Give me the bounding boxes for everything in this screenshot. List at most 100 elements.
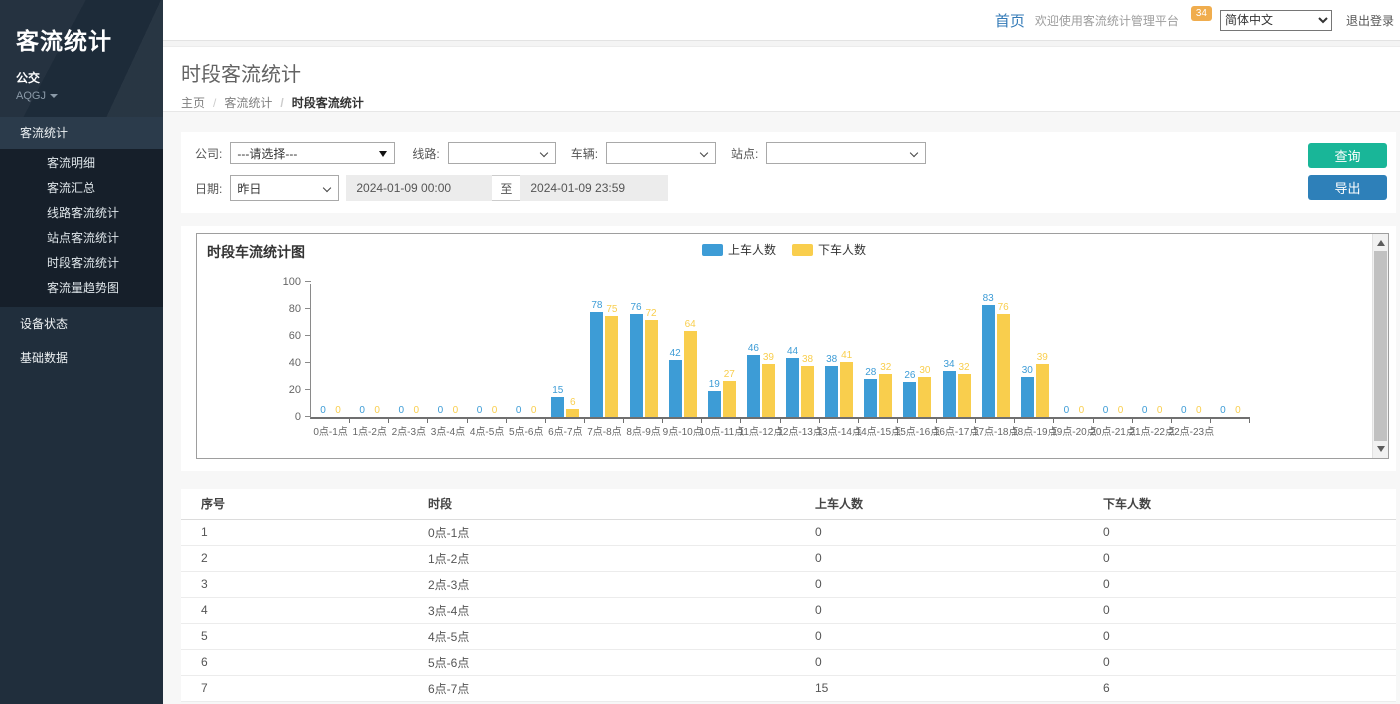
chart-category: 002点-3点 (389, 284, 428, 417)
chart-category: 42649点-10点 (663, 284, 702, 417)
chevron-down-icon (910, 149, 918, 157)
table-cell: 0 (795, 597, 1083, 623)
bar-column: 38 (801, 354, 814, 417)
table-cell: 0 (795, 519, 1083, 545)
bar-column: 6 (566, 397, 579, 417)
filter-buttons: 查询 导出 (1308, 143, 1387, 200)
bar-column: 0 (317, 405, 330, 417)
bar-value-label: 0 (335, 405, 341, 416)
chart-categories: 000点-1点001点-2点002点-3点003点-4点004点-5点005点-… (311, 284, 1250, 417)
bar-column: 0 (332, 405, 345, 417)
scroll-down-icon[interactable] (1377, 446, 1385, 452)
bar-column: 39 (1036, 352, 1049, 417)
company-select-value: ---请选择--- (237, 145, 297, 162)
bar-column: 0 (1192, 405, 1205, 417)
breadcrumb-section[interactable]: 客流统计 (205, 96, 272, 110)
table-cell: 0点-1点 (408, 519, 795, 545)
bar-value-label: 44 (787, 346, 798, 357)
bar (669, 360, 682, 417)
sidebar-item[interactable]: 时段客流统计 (0, 251, 163, 276)
station-select[interactable] (766, 142, 926, 164)
date-from-input[interactable] (346, 175, 492, 201)
date-label: 日期: (195, 180, 222, 197)
bar-column: 83 (982, 293, 995, 417)
company-select[interactable]: ---请选择--- (230, 142, 395, 164)
account-dropdown[interactable]: AQGJ (16, 90, 163, 102)
bar-value-label: 0 (1103, 405, 1109, 416)
breadcrumb-home[interactable]: 主页 (181, 96, 205, 110)
topbar: 首页 欢迎使用客流统计管理平台 34 简体中文 退出登录 (163, 0, 1400, 41)
sidebar-item[interactable]: 线路客流统计 (0, 201, 163, 226)
table-cell: 0 (1083, 545, 1396, 571)
query-button[interactable]: 查询 (1308, 143, 1387, 168)
bar-value-label: 0 (477, 405, 483, 416)
home-link[interactable]: 首页 (995, 10, 1025, 31)
bar-value-label: 72 (646, 308, 657, 319)
page-heading: 时段客流统计 主页客流统计时段客流统计 (163, 47, 1400, 112)
chart-category: 78757点-8点 (585, 284, 624, 417)
bar-value-label: 0 (399, 405, 405, 416)
bar (747, 355, 760, 417)
scroll-up-icon[interactable] (1377, 240, 1385, 246)
sidebar-item[interactable]: 客流明细 (0, 151, 163, 176)
bar-value-label: 39 (1037, 352, 1048, 363)
table-cell: 4 (181, 597, 408, 623)
table-row: 10点-1点00 (181, 519, 1396, 545)
sidebar-section-0[interactable]: 客流统计 (0, 117, 163, 149)
chart-category: 837617点-18点 (976, 284, 1015, 417)
sidebar-logo-area: 客流统计 公交 AQGJ (0, 0, 163, 117)
bar-column: 0 (1075, 405, 1088, 417)
chart-legend: 上车人数 下车人数 (197, 241, 1371, 258)
bar-column: 0 (1099, 405, 1112, 417)
sidebar-item[interactable]: 客流量趋势图 (0, 276, 163, 301)
bar (943, 371, 956, 417)
table-cell: 0 (1083, 571, 1396, 597)
breadcrumb: 主页客流统计时段客流统计 (181, 94, 1382, 111)
bar (786, 358, 799, 417)
logout-link[interactable]: 退出登录 (1346, 12, 1394, 29)
x-axis-label: 5点-6点 (509, 423, 543, 438)
sidebar-item[interactable]: 站点客流统计 (0, 226, 163, 251)
vehicle-select[interactable] (606, 142, 716, 164)
bar (590, 312, 603, 417)
bar-value-label: 78 (591, 300, 602, 311)
chart-category: 303918点-19点 (1015, 284, 1054, 417)
table-header-row: 序号时段上车人数下车人数 (181, 489, 1396, 519)
bar-column: 0 (1114, 405, 1127, 417)
date-to-input[interactable] (520, 175, 668, 201)
legend-item-alighting[interactable]: 下车人数 (792, 241, 866, 258)
language-select[interactable]: 简体中文 (1220, 10, 1332, 31)
bar-column: 0 (1231, 405, 1244, 417)
account-name: AQGJ (16, 90, 46, 102)
chart-category: 003点-4点 (428, 284, 467, 417)
main-area: 首页 欢迎使用客流统计管理平台 34 简体中文 退出登录 时段客流统计 主页客流… (163, 0, 1400, 704)
table-cell: 2点-3点 (408, 571, 795, 597)
legend-item-boarding[interactable]: 上车人数 (702, 241, 776, 258)
date-preset-select[interactable]: 昨日 (230, 175, 339, 201)
bar-value-label: 0 (453, 405, 459, 416)
app-title: 客流统计 (16, 22, 163, 56)
sidebar-section-1[interactable]: 设备状态 (0, 307, 163, 341)
bar-column: 0 (1060, 405, 1073, 417)
table-header-cell: 时段 (408, 489, 795, 519)
table-cell: 7 (181, 675, 408, 701)
chart-category: 005点-6点 (507, 284, 546, 417)
bar-value-label: 0 (531, 405, 537, 416)
bar-value-label: 19 (709, 379, 720, 390)
bar-value-label: 0 (1220, 405, 1226, 416)
scrollbar-thumb[interactable] (1374, 251, 1387, 441)
filter-row-2: 日期: 昨日 至 (195, 175, 1382, 201)
date-preset-value: 昨日 (237, 180, 261, 197)
bar-value-label: 32 (959, 362, 970, 373)
x-axis-label: 10点-11点 (699, 423, 744, 438)
sidebar-section-2[interactable]: 基础数据 (0, 341, 163, 375)
x-axis-label: 1点-2点 (352, 423, 386, 438)
sidebar-item[interactable]: 客流汇总 (0, 176, 163, 201)
bar-value-label: 76 (631, 302, 642, 313)
export-button[interactable]: 导出 (1308, 175, 1387, 200)
chart-scrollbar[interactable] (1372, 234, 1388, 458)
bar-value-label: 46 (748, 343, 759, 354)
line-select[interactable] (448, 142, 556, 164)
bar-value-label: 0 (320, 405, 326, 416)
bar-column: 78 (590, 300, 603, 417)
